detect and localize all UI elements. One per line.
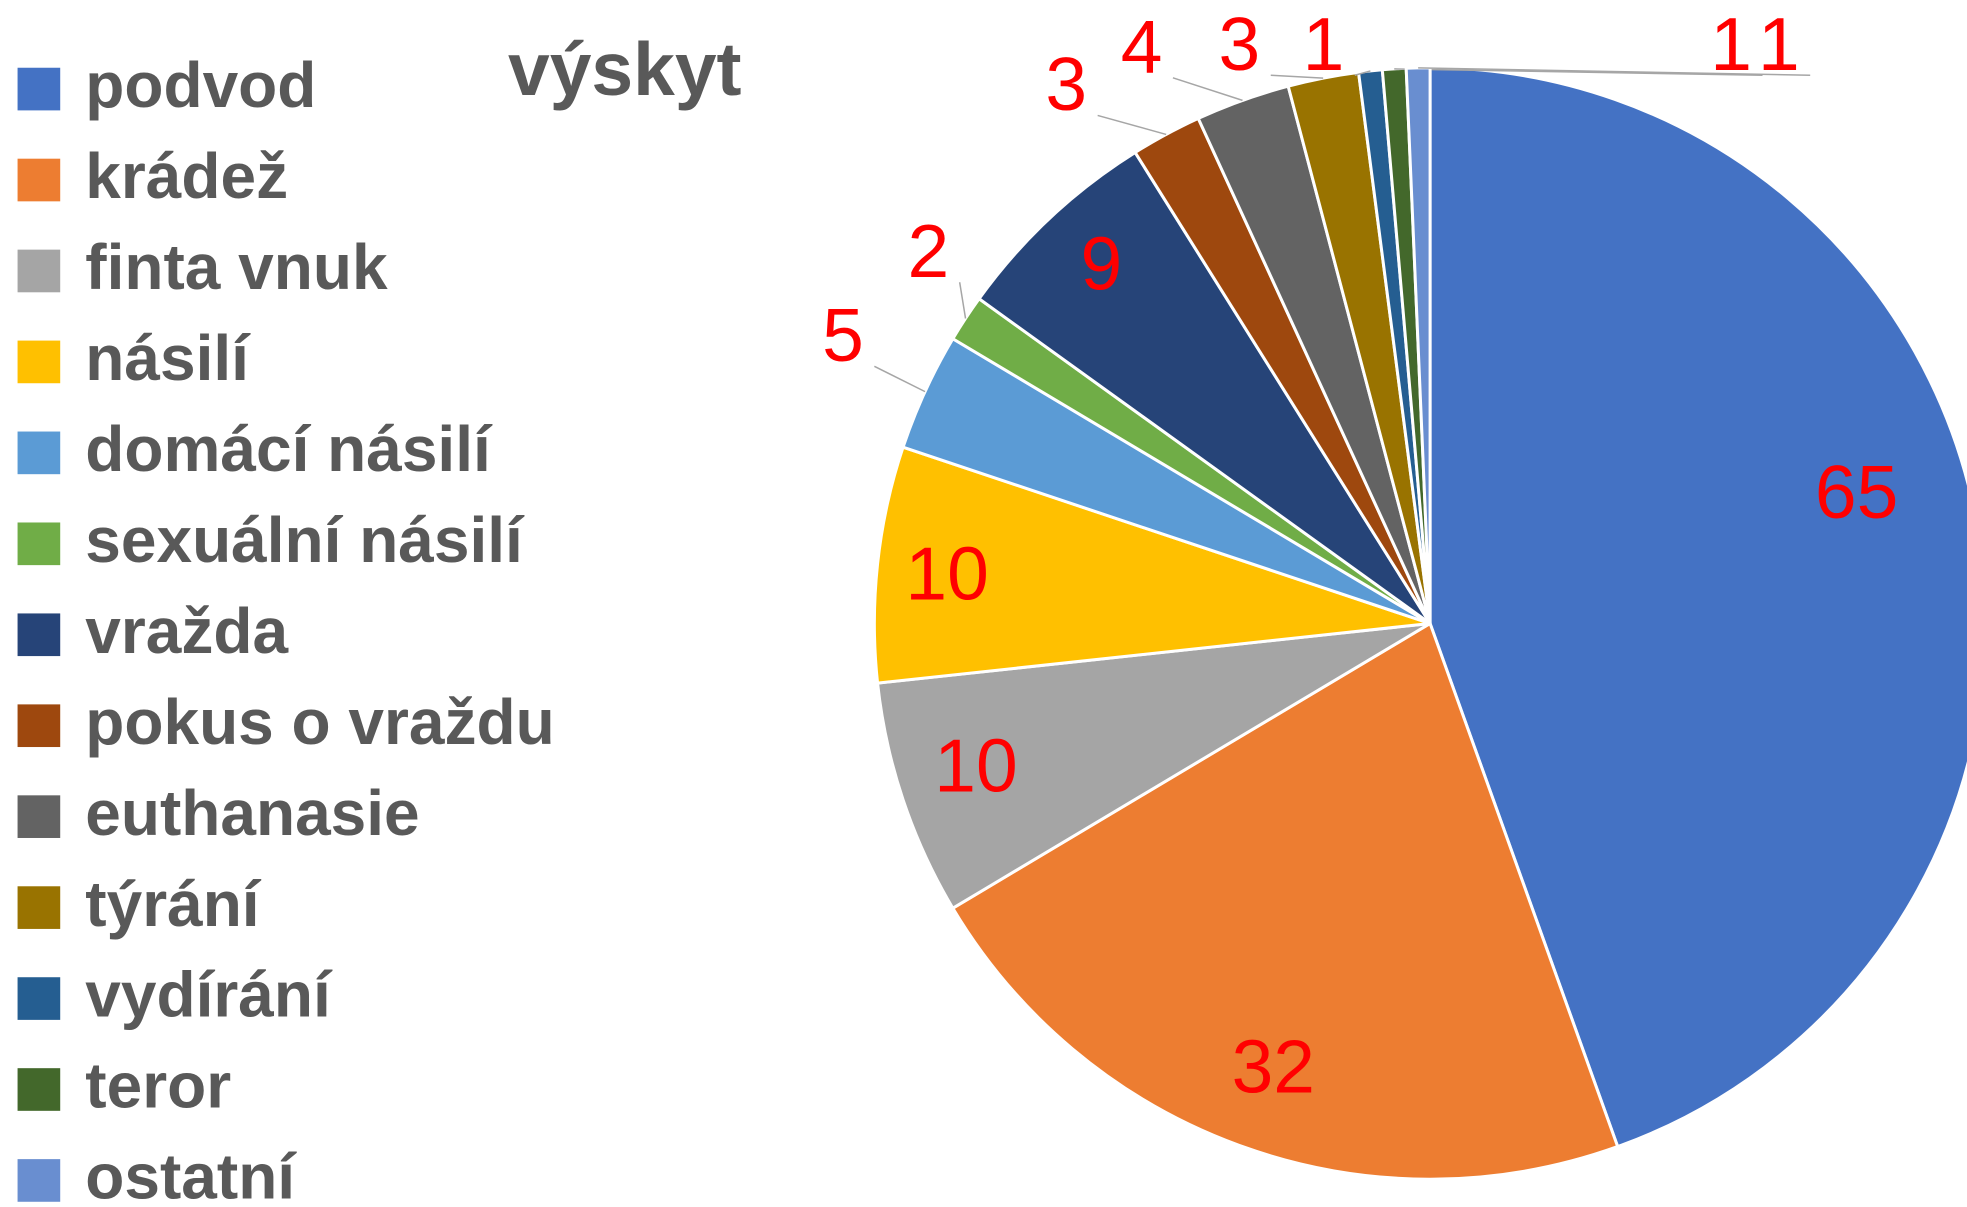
data-label: 10: [905, 531, 988, 615]
leader-line: [1097, 114, 1167, 136]
pie-slice: [1428, 66, 1967, 1149]
legend-label: podvod: [85, 49, 316, 121]
leader-line: [1172, 77, 1243, 102]
legend-swatch: [17, 795, 61, 838]
data-label: 3: [1219, 2, 1261, 86]
legend-swatch: [17, 1068, 61, 1111]
legend-label: násilí: [85, 322, 251, 394]
legend-swatch: [17, 1159, 61, 1202]
legend-swatch: [17, 158, 61, 202]
data-label: 3: [1045, 42, 1087, 126]
legend-swatch: [17, 249, 61, 293]
legend-swatch: [17, 704, 61, 748]
data-label: 2: [907, 209, 949, 293]
pie-slice: [950, 621, 1620, 1181]
legend-swatch: [17, 431, 61, 475]
chart-title: výskyt: [508, 27, 742, 111]
leader-line: [958, 282, 967, 319]
data-label: 10: [934, 723, 1017, 807]
legend-label: ostatní: [85, 1141, 297, 1207]
legend-label: vražda: [85, 595, 288, 667]
pie-slice: [875, 621, 1431, 911]
data-label: 4: [1121, 5, 1163, 89]
data-label: 32: [1232, 1024, 1315, 1108]
legend-label: domácí násilí: [85, 413, 493, 485]
leader-line: [1354, 70, 1371, 76]
data-label: 5: [822, 293, 864, 377]
leader-line: [874, 365, 926, 393]
data-label: 9: [1081, 222, 1123, 306]
leader-line: [1270, 74, 1324, 79]
legend-swatch: [17, 340, 61, 384]
legend-swatch: [17, 522, 61, 566]
data-label: 65: [1815, 450, 1898, 534]
legend-swatch: [17, 977, 61, 1020]
legend-label: týrání: [85, 868, 262, 940]
legend-label: teror: [85, 1050, 231, 1122]
legend-swatch: [17, 613, 61, 657]
legend-label: euthanasie: [85, 777, 419, 849]
legend-swatch: [17, 67, 61, 111]
legend-swatch: [17, 886, 61, 929]
data-label: 1: [1758, 2, 1800, 86]
legend-label: pokus o vraždu: [85, 686, 554, 758]
legend-label: finta vnuk: [85, 231, 388, 303]
leader-line: [1418, 67, 1811, 77]
legend-label: vydírání: [85, 959, 333, 1031]
legend-label: sexuální násilí: [85, 504, 525, 576]
legend-label: krádež: [85, 140, 288, 212]
pie-slice: [977, 150, 1432, 625]
pie-slice: [872, 445, 1431, 685]
data-label: 1: [1710, 2, 1752, 86]
data-label: 1: [1303, 2, 1345, 86]
leader-line: [1394, 68, 1763, 77]
